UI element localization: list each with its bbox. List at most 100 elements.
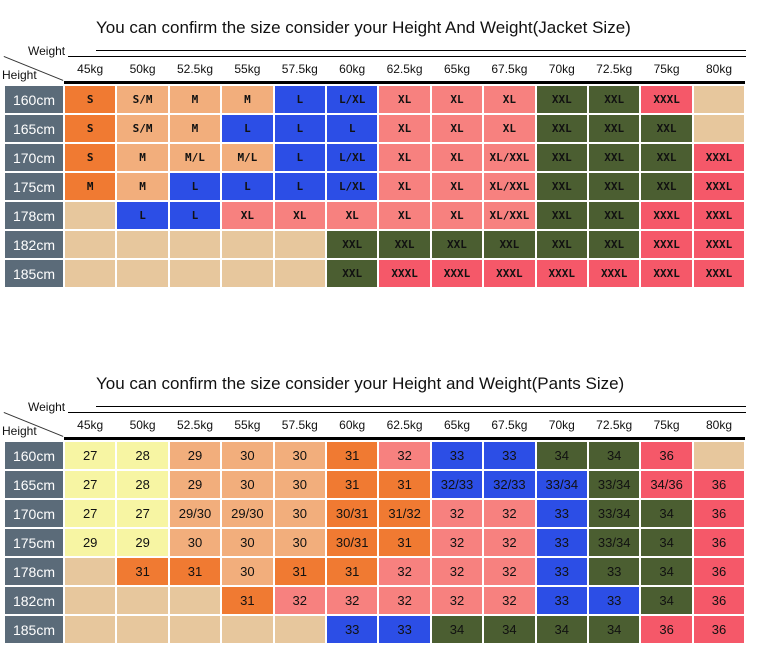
height-label: Height — [2, 68, 37, 82]
size-cell: XXXL — [692, 201, 746, 230]
size-cell: 36 — [692, 615, 746, 644]
size-cell: XL — [430, 143, 484, 172]
size-cell: 33/34 — [588, 470, 641, 499]
size-cell: 29/30 — [221, 499, 274, 528]
weight-header: 45kg — [77, 62, 104, 76]
size-cell — [221, 615, 274, 644]
size-cell: XL — [221, 201, 274, 230]
weight-header: 57.5kg — [281, 62, 318, 76]
height-label: 160cm — [4, 441, 64, 470]
header-rule — [68, 412, 746, 413]
size-cell — [64, 201, 117, 230]
size-cell: XXXL — [692, 172, 746, 201]
size-cell: 27 — [64, 499, 117, 528]
size-cell: XXXL — [640, 201, 693, 230]
size-cell: XXXL — [640, 85, 693, 114]
size-cell: 32 — [430, 528, 484, 557]
size-cell: 33/34 — [535, 470, 588, 499]
size-cell: XXXL — [483, 259, 536, 288]
size-cell: 29 — [168, 441, 222, 470]
size-cell: M — [168, 85, 222, 114]
weight-header: 70kg — [548, 418, 575, 432]
size-cell: XXL — [588, 143, 641, 172]
size-cell: 32 — [483, 557, 536, 586]
size-cell: XL — [326, 201, 379, 230]
weight-header: 67.5kg — [491, 418, 528, 432]
header-rule — [68, 56, 746, 57]
size-cell: L — [273, 114, 326, 143]
size-cell: 32 — [430, 499, 484, 528]
weight-header: 75kg — [653, 418, 680, 432]
size-cell: XL — [483, 85, 536, 114]
size-cell: S/M — [116, 85, 169, 114]
size-cell — [64, 230, 117, 259]
top-rule — [96, 50, 746, 51]
size-cell: 34 — [430, 615, 484, 644]
size-cell: 32 — [430, 586, 484, 615]
size-cell — [168, 230, 222, 259]
size-cell: 33 — [483, 441, 536, 470]
size-cell: 31 — [221, 586, 274, 615]
size-cell — [64, 615, 117, 644]
size-cell: 34 — [588, 441, 641, 470]
size-cell — [692, 85, 746, 114]
size-cell: XXL — [588, 172, 641, 201]
size-cell: 30 — [273, 528, 326, 557]
size-cell: 29 — [116, 528, 169, 557]
size-cell: XXXL — [430, 259, 484, 288]
size-cell: XXL — [535, 201, 588, 230]
size-cell: XL — [273, 201, 326, 230]
size-cell: 33/34 — [588, 499, 641, 528]
size-cell — [116, 230, 169, 259]
size-cell: 33/34 — [588, 528, 641, 557]
weight-header: 50kg — [129, 62, 156, 76]
weight-header: 57.5kg — [281, 418, 318, 432]
size-cell: 34 — [535, 441, 588, 470]
size-cell: 36 — [692, 586, 746, 615]
size-cell: XXXL — [692, 259, 746, 288]
size-cell: 34 — [535, 615, 588, 644]
size-cell: XXL — [378, 230, 431, 259]
weight-header: 60kg — [339, 62, 366, 76]
size-cell — [221, 259, 274, 288]
size-cell: S — [64, 85, 117, 114]
size-cell: 27 — [64, 470, 117, 499]
weight-header: 62.5kg — [386, 62, 423, 76]
size-cell: XXXL — [588, 259, 641, 288]
size-cell: XXL — [535, 143, 588, 172]
height-label: 185cm — [4, 615, 64, 644]
header-underline — [64, 437, 746, 440]
size-cell: L — [168, 172, 222, 201]
size-cell: 27 — [64, 441, 117, 470]
size-cell: 32/33 — [430, 470, 484, 499]
size-cell: XL — [430, 85, 484, 114]
size-cell: 36 — [692, 499, 746, 528]
size-cell: 32 — [378, 441, 431, 470]
weight-header: 65kg — [443, 418, 470, 432]
height-label: 178cm — [4, 201, 64, 230]
size-cell: XXL — [588, 201, 641, 230]
size-cell: XL — [378, 114, 431, 143]
size-cell: 34 — [483, 615, 536, 644]
size-cell: XL — [378, 172, 431, 201]
size-cell: XXXL — [640, 230, 693, 259]
size-cell: 33 — [588, 586, 641, 615]
size-cell: XL — [430, 201, 484, 230]
size-cell: 31 — [378, 528, 431, 557]
size-cell: 34 — [640, 528, 693, 557]
size-cell: 36 — [692, 528, 746, 557]
size-cell: XXXL — [378, 259, 431, 288]
size-cell: XXL — [430, 230, 484, 259]
size-cell: 32 — [483, 499, 536, 528]
height-label: 165cm — [4, 114, 64, 143]
size-cell: 31 — [326, 557, 379, 586]
size-cell: 27 — [116, 499, 169, 528]
size-cell: 31 — [326, 470, 379, 499]
height-label: 175cm — [4, 172, 64, 201]
size-cell: S/M — [116, 114, 169, 143]
size-cell: S — [64, 143, 117, 172]
size-cell: XL — [378, 201, 431, 230]
size-cell: 32/33 — [483, 470, 536, 499]
weight-header: 80kg — [705, 62, 732, 76]
size-cell: XXL — [640, 172, 693, 201]
